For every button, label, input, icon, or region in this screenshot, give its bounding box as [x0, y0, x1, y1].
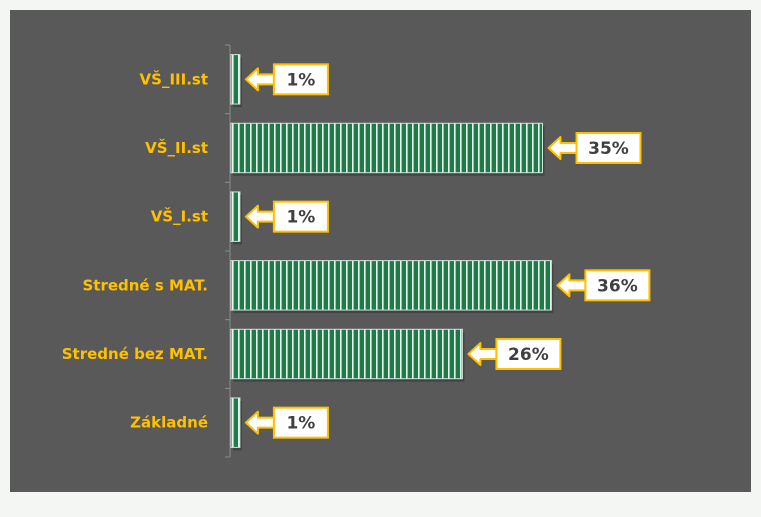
category-label: Stredné s MAT. — [82, 276, 208, 294]
callout-arrow — [556, 273, 587, 298]
bar — [230, 260, 552, 311]
callout-arrow — [244, 204, 275, 229]
bar — [230, 191, 241, 242]
callout-arrow — [244, 67, 275, 92]
bar — [230, 328, 463, 380]
callout-box — [272, 200, 329, 233]
category-label: VŠ_III.st — [140, 69, 208, 88]
callout-box — [584, 269, 651, 302]
category-label: Stredné bez MAT. — [62, 345, 208, 363]
callout-arrow — [467, 342, 498, 366]
data-label-callout: 36% — [556, 269, 651, 302]
data-label-callout: 1% — [244, 406, 329, 439]
category-label: VŠ_I.st — [151, 207, 208, 226]
bar — [230, 122, 543, 174]
callout-box — [272, 63, 329, 96]
data-label: 1% — [286, 414, 315, 434]
data-label-callout: 1% — [244, 200, 329, 233]
data-label: 1% — [286, 208, 315, 228]
data-label: 1% — [286, 70, 315, 90]
data-label: 36% — [597, 276, 638, 296]
callout-box — [272, 406, 329, 439]
bar — [230, 397, 241, 448]
callout-arrow — [547, 136, 578, 160]
chart-panel — [10, 10, 751, 492]
data-label: 26% — [508, 345, 549, 365]
category-label: VŠ_II.st — [145, 138, 208, 157]
callout-box — [495, 338, 562, 370]
category-label: Základné — [130, 414, 208, 432]
data-label-callout: 1% — [244, 63, 329, 96]
data-label-callout: 35% — [547, 132, 642, 164]
data-label: 35% — [588, 139, 629, 159]
data-label-callout: 26% — [467, 338, 562, 370]
callout-arrow — [244, 410, 275, 435]
bar — [230, 54, 241, 105]
callout-box — [575, 132, 642, 164]
